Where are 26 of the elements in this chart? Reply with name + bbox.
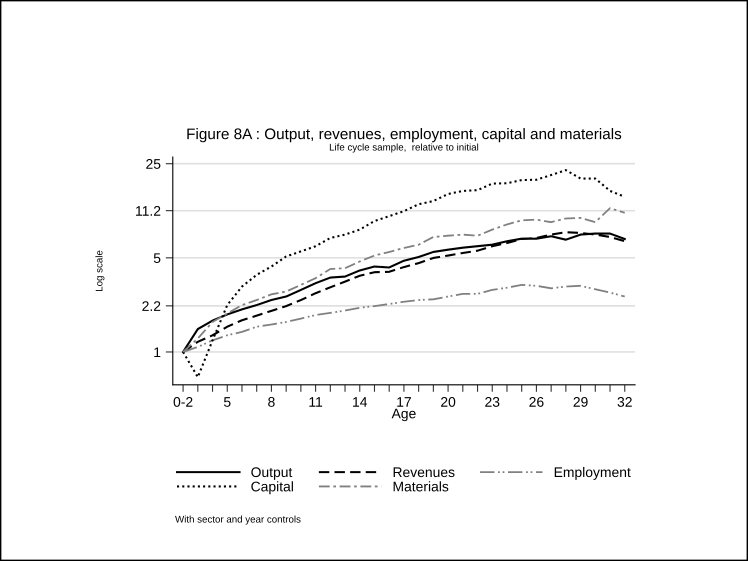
x-axis-title: Age <box>392 408 416 422</box>
x-tick-label: 26 <box>529 397 544 407</box>
legend-label: Output <box>251 467 292 480</box>
x-tick-label: 5 <box>224 397 231 407</box>
x-tick-label: 0-2 <box>174 397 192 407</box>
x-tick-label: 29 <box>574 397 588 407</box>
chart-subtitle: Life cycle sample, relative to initial <box>330 143 478 153</box>
y-tick-label: 11.2 <box>136 206 160 216</box>
legend-label: Materials <box>394 481 448 492</box>
text: With sector and year controls <box>175 516 301 525</box>
x-tick-label: 23 <box>485 397 500 407</box>
legend-label: Employment <box>554 466 631 480</box>
x-tick-label: 11 <box>309 397 322 407</box>
y-tick-label: 1 <box>154 347 160 357</box>
legend-label: Revenues <box>394 467 455 478</box>
chart-title: Figure 8A : Output, revenues, employment, capital and materials <box>187 128 622 142</box>
y-tick-label: 25 <box>146 159 160 169</box>
x-tick-label: 14 <box>353 397 368 407</box>
y-tick-label: 2.2 <box>142 301 160 311</box>
y-tick-label: 5 <box>154 253 160 264</box>
x-tick-label: 32 <box>618 397 632 407</box>
y-axis-title: Log scale <box>95 250 104 291</box>
legend-label: Capital <box>251 481 293 494</box>
x-tick-label: 8 <box>268 397 275 407</box>
x-tick-label: 20 <box>441 397 456 407</box>
x-tick-label: 17 <box>397 397 411 407</box>
